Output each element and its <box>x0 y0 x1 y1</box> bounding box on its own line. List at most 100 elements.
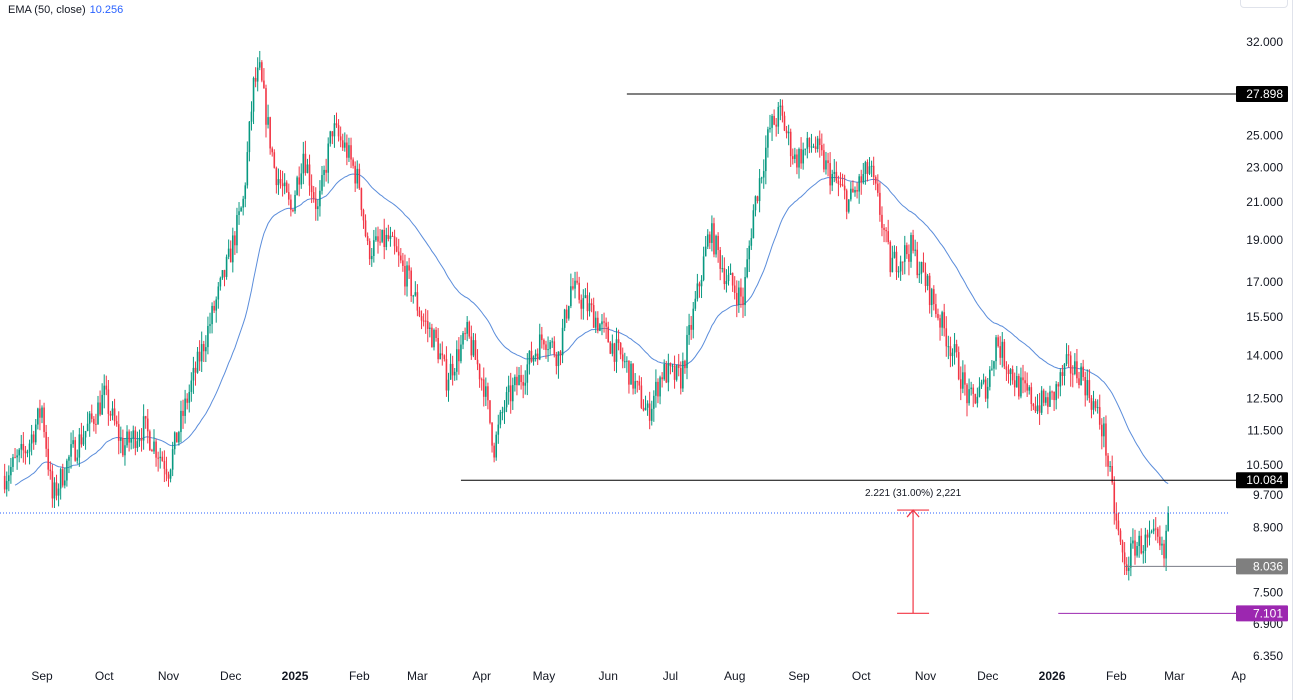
candle-body <box>493 445 495 458</box>
candle-body <box>912 235 914 251</box>
candle-body <box>429 327 431 329</box>
candle-body <box>590 303 593 306</box>
candle-body <box>211 305 213 325</box>
candle-body <box>30 434 33 444</box>
x-tick-label: 2026 <box>1039 669 1066 683</box>
candle-body <box>767 129 769 148</box>
candle-body <box>294 194 296 212</box>
y-tick-label: 14.000 <box>1246 349 1283 363</box>
candle-body <box>514 376 516 386</box>
candle-body <box>1161 543 1163 546</box>
candle-body <box>12 457 14 467</box>
candle-body <box>227 248 230 257</box>
candle-body <box>474 340 477 360</box>
candle-body <box>916 249 919 276</box>
candle-body <box>435 329 437 339</box>
candle-body <box>416 292 419 311</box>
candle-body <box>373 240 375 256</box>
currency-button[interactable]: USD <box>1240 0 1288 8</box>
candle-body <box>41 407 43 418</box>
candle-body <box>495 434 498 458</box>
candle-body <box>207 325 209 348</box>
candle-body <box>350 145 352 160</box>
candle-body <box>1053 391 1055 401</box>
x-tick-label: Oct <box>852 669 871 683</box>
candle-body <box>1103 423 1105 437</box>
candle-body <box>70 444 72 457</box>
candle-body <box>754 196 757 211</box>
candle-body <box>244 185 247 199</box>
candle-body <box>37 408 39 425</box>
candle-body <box>719 250 721 269</box>
x-tick-label: Sep <box>788 669 810 683</box>
candle-body <box>675 364 678 380</box>
candle-body <box>800 148 802 164</box>
x-tick-label: Ap <box>1231 669 1246 683</box>
candle-body <box>599 324 601 331</box>
candle-body <box>258 62 261 68</box>
candle-body <box>377 236 379 242</box>
candle-body <box>1109 466 1111 468</box>
candle-body <box>1013 380 1016 388</box>
candle-body <box>1028 387 1031 391</box>
candle-body <box>1026 383 1028 391</box>
candle-body <box>1117 520 1120 531</box>
candle-body <box>439 353 442 360</box>
candle-body <box>698 283 701 287</box>
candle-body <box>192 367 195 381</box>
candle-body <box>182 410 184 416</box>
candle-body <box>607 326 610 343</box>
candle-body <box>1042 390 1045 403</box>
candle-body <box>821 145 823 151</box>
candle-body <box>1132 540 1134 544</box>
candle-body <box>833 171 836 174</box>
candle-body <box>310 185 313 193</box>
candle-body <box>978 386 981 397</box>
candle-body <box>611 343 614 354</box>
candle-body <box>621 354 624 362</box>
candle-body <box>441 353 444 356</box>
candle-body <box>39 408 41 418</box>
candle-body <box>777 106 780 127</box>
candle-body <box>731 273 734 286</box>
candle-body <box>567 306 570 319</box>
candle-body <box>122 438 124 456</box>
candle-body <box>603 321 605 323</box>
candle-body <box>939 318 941 328</box>
y-tick-label: 7.500 <box>1253 586 1283 600</box>
candle-body <box>252 77 255 112</box>
candle-body <box>669 363 672 367</box>
candle-body <box>194 367 197 373</box>
candle-body <box>464 333 466 335</box>
candle-body <box>852 188 854 193</box>
candle-body <box>1152 528 1155 532</box>
candle-body <box>559 351 562 356</box>
candle-body <box>331 131 334 137</box>
candle-body <box>173 432 176 450</box>
candle-body <box>686 334 688 369</box>
candle-body <box>748 245 751 260</box>
candle-body <box>665 364 668 383</box>
candle-body <box>414 292 417 296</box>
candle-body <box>1015 376 1018 388</box>
candle-body <box>553 341 556 355</box>
candle-body <box>694 298 697 309</box>
candle-body <box>877 183 879 193</box>
candle-body <box>468 321 471 337</box>
candle-body <box>1154 528 1157 530</box>
candle-body <box>866 162 869 174</box>
candle-body <box>20 443 23 450</box>
ema-legend[interactable]: EMA (50, close) 10.256 <box>8 4 123 16</box>
candle-body <box>930 289 933 306</box>
candle-body <box>296 177 298 195</box>
candle-body <box>76 457 79 461</box>
candle-body <box>43 407 45 432</box>
candle-body <box>1080 366 1082 386</box>
candle-body <box>563 309 566 328</box>
candle-body <box>636 381 639 383</box>
candle-body <box>982 379 985 383</box>
candle-body <box>935 304 937 314</box>
candle-body <box>389 235 392 239</box>
